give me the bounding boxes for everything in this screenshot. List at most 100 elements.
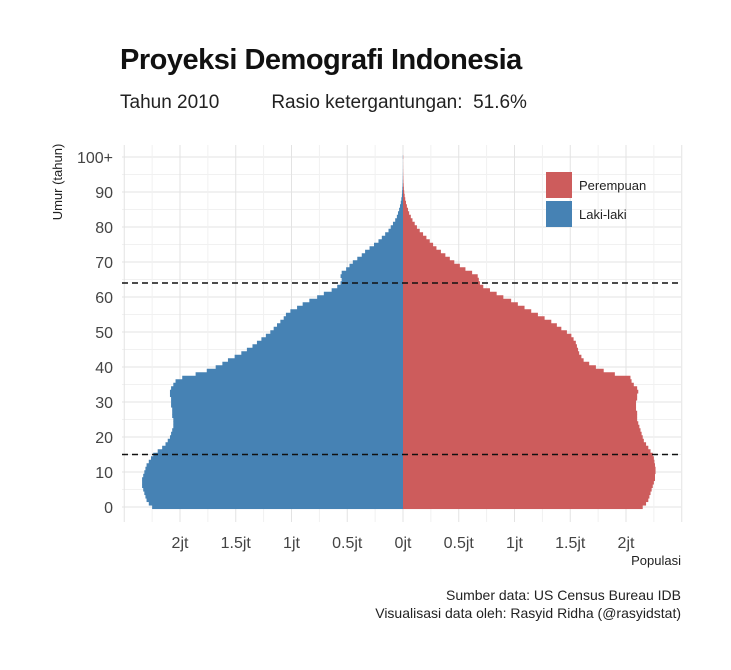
bar-perempuan (403, 361, 590, 366)
bar-laki-laki (152, 505, 403, 510)
bar-perempuan (403, 358, 584, 363)
bar-laki-laki (171, 396, 403, 401)
bar-perempuan (403, 200, 407, 205)
x-tick-label: 2jt (618, 535, 635, 552)
bar-perempuan (403, 274, 478, 279)
bar-perempuan (403, 326, 562, 331)
bar-perempuan (403, 463, 655, 468)
bar-perempuan (403, 344, 577, 349)
bar-perempuan (403, 253, 446, 258)
legend-label: Perempuan (579, 178, 646, 193)
bar-laki-laki (153, 452, 403, 457)
bar-laki-laki (172, 414, 403, 419)
x-axis-label: Populasi (631, 553, 681, 568)
bar-laki-laki (369, 246, 403, 251)
bar-perempuan (403, 438, 644, 443)
bar-perempuan (403, 309, 532, 314)
bar-perempuan (403, 302, 518, 307)
bar-laki-laki (261, 337, 403, 342)
bar-perempuan (403, 365, 596, 370)
bar-laki-laki (280, 319, 403, 324)
bar-laki-laki (397, 211, 403, 216)
caption-source: Sumber data: US Census Bureau IDB (445, 587, 681, 603)
bar-laki-laki (340, 281, 403, 286)
bar-perempuan (403, 435, 643, 440)
bar-perempuan (403, 389, 639, 394)
bar-perempuan (403, 442, 647, 447)
bar-perempuan (403, 330, 567, 335)
bar-laki-laki (151, 456, 403, 461)
y-tick-label: 70 (95, 255, 113, 272)
bar-perempuan (403, 340, 576, 345)
bar-perempuan (403, 249, 441, 254)
bar-perempuan (403, 267, 466, 272)
bar-perempuan (403, 218, 413, 223)
bar-laki-laki (173, 424, 403, 429)
bar-perempuan (403, 424, 640, 429)
bar-perempuan (403, 410, 638, 415)
bar-perempuan (403, 323, 557, 328)
bar-laki-laki (385, 232, 403, 237)
x-tick-label: 0jt (395, 535, 412, 552)
bar-perempuan (403, 400, 637, 405)
bar-perempuan (403, 277, 479, 282)
bar-perempuan (403, 368, 604, 373)
y-tick-label: 20 (95, 430, 113, 447)
bar-laki-laki (146, 463, 404, 468)
bar-laki-laki (392, 221, 403, 226)
bar-laki-laki (215, 365, 403, 370)
bar-perempuan (403, 347, 579, 352)
bar-laki-laki (374, 242, 403, 247)
x-axis-ticks: 2jt 1.5jt 1jt 0.5jt 0jt 0.5jt 1jt 1.5jt 2jt (172, 535, 635, 552)
bar-perempuan (403, 281, 480, 286)
bar-laki-laki (283, 316, 403, 321)
x-tick-label: 2jt (172, 535, 189, 552)
bar-laki-laki (340, 274, 403, 279)
y-axis-label: Umur (tahun) (50, 144, 65, 221)
bar-laki-laki (246, 347, 403, 352)
bar-perempuan (403, 186, 404, 191)
bar-perempuan (403, 232, 424, 237)
y-tick-label: 60 (95, 290, 113, 307)
bar-laki-laki (148, 501, 403, 506)
bar-perempuan (403, 305, 525, 310)
bar-perempuan (403, 207, 409, 212)
bar-laki-laki (142, 477, 403, 482)
bar-perempuan (403, 417, 638, 422)
bar-laki-laki (148, 459, 403, 464)
bar-perempuan (403, 270, 473, 275)
bar-perempuan (403, 379, 632, 384)
bar-perempuan (403, 456, 654, 461)
x-tick-label: 1.5jt (555, 535, 586, 552)
bar-laki-laki (171, 386, 403, 391)
bar-laki-laki (234, 354, 403, 359)
bar-laki-laki (402, 190, 403, 195)
bar-laki-laki (173, 382, 403, 387)
bar-laki-laki (172, 407, 403, 412)
bar-laki-laki (182, 375, 403, 380)
bar-laki-laki (222, 361, 403, 366)
chart-legend: Perempuan Laki-laki (546, 172, 646, 227)
bar-perempuan (403, 470, 656, 475)
bar-laki-laki (252, 344, 403, 349)
bar-laki-laki (277, 323, 403, 328)
reference-lines (122, 282, 681, 456)
bar-laki-laki (402, 186, 403, 191)
bar-laki-laki (169, 393, 403, 398)
bar-laki-laki (172, 410, 403, 415)
legend-label: Laki-laki (579, 207, 627, 222)
bar-perempuan (403, 337, 574, 342)
bar-perempuan (403, 333, 572, 338)
bar-laki-laki (390, 225, 403, 230)
bar-perempuan (403, 256, 450, 261)
bar-perempuan (403, 260, 455, 265)
bar-laki-laki (256, 340, 403, 345)
bar-perempuan (403, 480, 654, 485)
bar-laki-laki (162, 445, 403, 450)
bar-perempuan (403, 193, 405, 198)
bar-laki-laki (157, 449, 403, 454)
bar-perempuan (403, 284, 484, 289)
bar-laki-laki (401, 193, 403, 198)
bar-laki-laki (270, 330, 403, 335)
